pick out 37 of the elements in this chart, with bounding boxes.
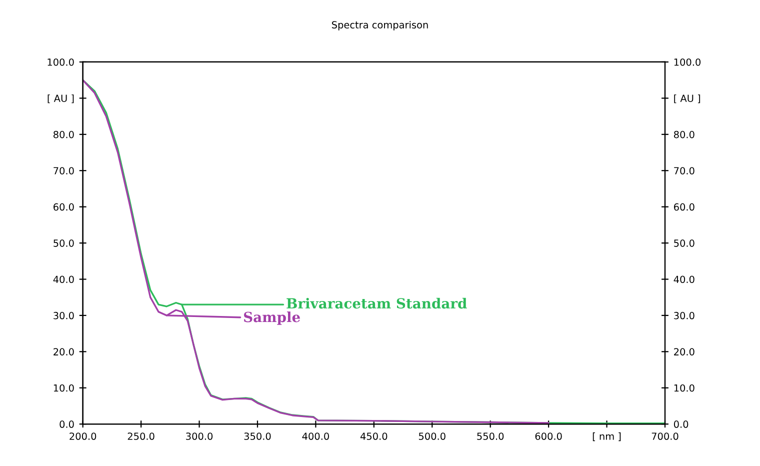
text: Brivaracetam Standard xyxy=(286,298,467,309)
y2-tick-label: 80.0 xyxy=(674,130,694,138)
y2-tick-label: [ AU ] xyxy=(674,94,700,104)
x-tick-label: 450.0 xyxy=(360,432,388,440)
line-series xyxy=(82,79,550,424)
y-tick-label: 0.0 xyxy=(60,420,74,428)
y-tick-label: 60.0 xyxy=(54,203,74,211)
y2-tick-label: 20.0 xyxy=(674,348,694,356)
x-tick-label: 500.0 xyxy=(418,432,446,440)
x-tick-label: 350.0 xyxy=(244,432,271,440)
x-tick-label: [ nm ] xyxy=(592,432,621,442)
x-tick-label: 600.0 xyxy=(535,432,562,440)
y-tick-label: 70.0 xyxy=(54,167,74,174)
y-tick-label: 30.0 xyxy=(54,312,74,320)
x-tick-label: 200.0 xyxy=(70,432,96,440)
y-tick-label: [ AU ] xyxy=(48,94,74,104)
x-tick-label: 550.0 xyxy=(477,432,504,440)
x-tick-label: 700.0 xyxy=(652,432,678,440)
x-tick-label: 250.0 xyxy=(128,432,154,440)
y2-tick-label: 40.0 xyxy=(674,276,694,284)
y2-tick-label: 60.0 xyxy=(674,203,694,211)
y-tick-label: 20.0 xyxy=(54,348,74,356)
y-tick-label: 40.0 xyxy=(53,276,74,284)
y-tick-label: 80.0 xyxy=(54,130,74,138)
y-tick-label: 50.0 xyxy=(54,239,74,247)
y-tick-label: 100.0 xyxy=(48,58,74,66)
chart-title: Spectra comparison xyxy=(332,20,428,30)
y2-tick-label: 0.0 xyxy=(674,420,688,428)
x-tick-label: 300.0 xyxy=(186,432,213,440)
y2-tick-label: 10.0 xyxy=(674,384,694,392)
y2-tick-label: 100.0 xyxy=(674,58,701,66)
y2-tick-label: 70.0 xyxy=(674,167,694,174)
x-tick-label: 400.0 xyxy=(302,432,329,440)
text: Sample xyxy=(244,311,300,325)
y-tick-label: 10.0 xyxy=(54,384,74,392)
y2-tick-label: 50.0 xyxy=(674,239,694,247)
y2-tick-label: 30.0 xyxy=(674,312,694,320)
